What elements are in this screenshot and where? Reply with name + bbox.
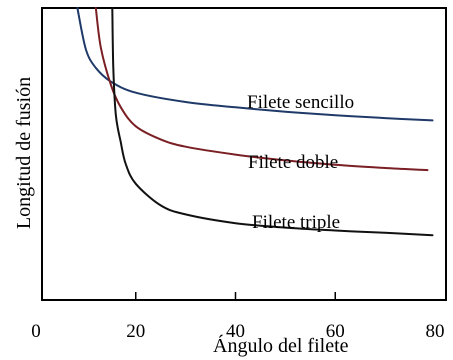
series-line — [76, 7, 434, 122]
x-axis-ticks: 0 20 40 60 80 — [31, 292, 445, 342]
plot-frame — [41, 7, 447, 301]
series-line — [111, 7, 434, 237]
series-label: Filete triple — [252, 212, 340, 233]
series-label: Filete doble — [248, 152, 338, 173]
x-tick-label: 60 — [326, 321, 345, 342]
x-tick-label: 0 — [31, 321, 41, 342]
x-tick-label: 20 — [126, 321, 145, 342]
series-labels: Filete sencillo Filete doble Filete triple — [247, 92, 354, 233]
series-line — [94, 7, 429, 172]
series-label: Filete sencillo — [247, 92, 354, 113]
x-axis-label: Ángulo del filete — [213, 334, 349, 357]
series-lines — [76, 7, 434, 237]
x-tick-label: 80 — [426, 321, 445, 342]
x-tick-label: 40 — [226, 321, 245, 342]
y-axis-label: Longitud de fusión — [13, 77, 35, 229]
plot-border — [41, 7, 447, 301]
